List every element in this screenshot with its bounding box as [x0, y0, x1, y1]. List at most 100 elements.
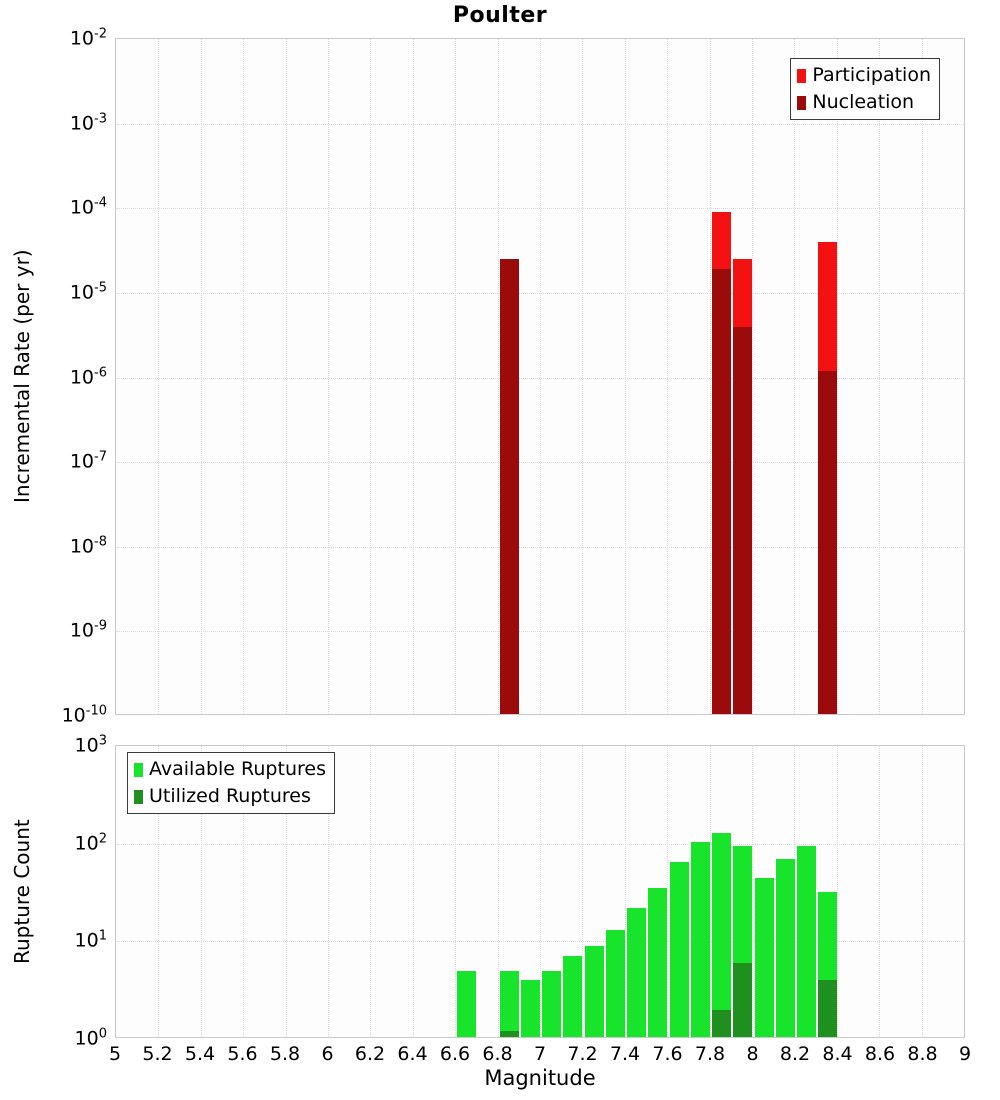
y-tick-label: 10-3	[69, 110, 107, 135]
bar-nucleation	[499, 259, 519, 714]
grid-line-v	[836, 746, 838, 1037]
y-tick-label: 10-8	[69, 534, 107, 558]
x-tick-label: 9	[958, 1043, 972, 1065]
legend-label-available-ruptures: Available Ruptures	[149, 758, 326, 780]
grid-line-v	[709, 746, 711, 1037]
bar-utilized	[712, 1009, 732, 1037]
bar-available	[605, 930, 625, 1037]
grid-line-h	[116, 843, 964, 845]
grid-line-v	[412, 39, 414, 714]
y-tick-label: 101	[74, 928, 107, 952]
bar-utilized	[499, 1031, 519, 1037]
x-tick-label: 6.8	[482, 1043, 513, 1065]
grid-line-h	[116, 631, 964, 633]
x-tick-label: 8	[746, 1043, 759, 1065]
grid-line-v	[497, 39, 499, 714]
grid-line-v	[243, 746, 245, 1037]
legend-entry-available-ruptures: Available Ruptures	[134, 756, 326, 783]
grid-line-v	[540, 746, 541, 1037]
x-tick-label: 7.4	[609, 1043, 641, 1065]
grid-line-v	[667, 746, 669, 1037]
grid-line-v	[285, 39, 287, 714]
grid-line-v	[624, 39, 626, 714]
utilized-ruptures-swatch	[134, 789, 143, 804]
grid-line-v	[328, 746, 329, 1037]
grid-line-v	[370, 746, 372, 1037]
legend-label-participation: Participation	[812, 64, 931, 86]
bar-available	[520, 980, 540, 1037]
x-axis-label: Magnitude	[484, 1066, 596, 1090]
participation-swatch	[797, 68, 807, 83]
legend-entry-utilized-ruptures: Utilized Ruptures	[134, 783, 326, 810]
y-tick-label: 10-7	[69, 449, 107, 473]
x-tick-label: 5.6	[227, 1043, 258, 1065]
grid-line-v	[667, 39, 669, 714]
y-tick-label: 100	[74, 1026, 107, 1050]
grid-line-v	[412, 746, 414, 1037]
x-tick-label: 8.2	[779, 1043, 811, 1065]
incremental-rate-plot	[115, 38, 965, 715]
grid-line-v	[879, 746, 881, 1037]
grid-line-v	[328, 39, 329, 714]
bar-available	[584, 945, 604, 1037]
grid-line-v	[752, 39, 753, 714]
bar-available	[754, 877, 774, 1037]
bar-available	[499, 970, 519, 1037]
y-axis-label-rupture-count: Rupture Count	[10, 819, 34, 964]
grid-line-v	[582, 39, 584, 714]
legend-incremental-rate: Participation Nucleation	[790, 58, 940, 120]
grid-line-v	[540, 39, 541, 714]
legend-rupture-count: Available Ruptures Utilized Ruptures	[127, 752, 335, 814]
grid-line-h	[116, 941, 964, 943]
x-tick-label: 7.2	[567, 1043, 598, 1065]
bar-available	[797, 845, 817, 1037]
y-tick-label: 10-2	[69, 26, 107, 50]
legend-label-nucleation: Nucleation	[812, 91, 915, 113]
bar-available	[712, 832, 732, 1037]
grid-line-v	[285, 746, 287, 1037]
grid-line-v	[200, 746, 202, 1037]
grid-line-h	[116, 123, 964, 125]
grid-line-v	[200, 39, 202, 714]
grid-line-v	[624, 746, 626, 1037]
grid-line-v	[921, 39, 923, 714]
bar-available	[775, 858, 795, 1037]
bar-available	[648, 888, 668, 1037]
x-tick-label: 5.4	[184, 1043, 216, 1065]
x-tick-label: 8.6	[864, 1043, 896, 1065]
grid-line-h	[116, 546, 964, 548]
y-tick-label: 10-9	[69, 618, 107, 643]
y-tick-label: 10-6	[69, 364, 107, 389]
x-tick-label: 6	[321, 1043, 334, 1065]
x-tick-label: 6.4	[397, 1043, 428, 1065]
y-tick-label: 10-10	[61, 703, 107, 727]
bar-available	[690, 841, 710, 1037]
x-tick-label: 5	[108, 1043, 122, 1065]
grid-line-v	[158, 746, 160, 1037]
bar-nucleation	[733, 326, 753, 714]
grid-line-v	[370, 39, 372, 714]
x-tick-label: 8.4	[822, 1043, 853, 1065]
bar-available	[669, 861, 689, 1037]
x-tick-label: 5.8	[269, 1043, 301, 1065]
grid-line-h	[116, 208, 964, 210]
grid-line-v	[879, 39, 881, 714]
grid-line-v	[497, 746, 499, 1037]
x-tick-label: 7.8	[694, 1043, 726, 1065]
chart-title: Poulter	[452, 3, 548, 28]
x-tick-label: 6.2	[354, 1043, 386, 1065]
grid-line-v	[243, 39, 245, 714]
grid-line-v	[709, 39, 711, 714]
x-tick-label: 7.6	[652, 1043, 683, 1065]
bar-utilized	[733, 963, 753, 1037]
grid-line-v	[752, 746, 753, 1037]
bar-available	[563, 956, 583, 1037]
x-tick-label: 7	[533, 1043, 547, 1065]
bar-nucleation	[818, 370, 838, 714]
bar-available	[457, 970, 477, 1037]
grid-line-h	[116, 377, 964, 379]
y-tick-label: 10-5	[69, 280, 107, 304]
legend-label-utilized-ruptures: Utilized Ruptures	[149, 785, 311, 807]
bar-nucleation	[712, 269, 732, 714]
